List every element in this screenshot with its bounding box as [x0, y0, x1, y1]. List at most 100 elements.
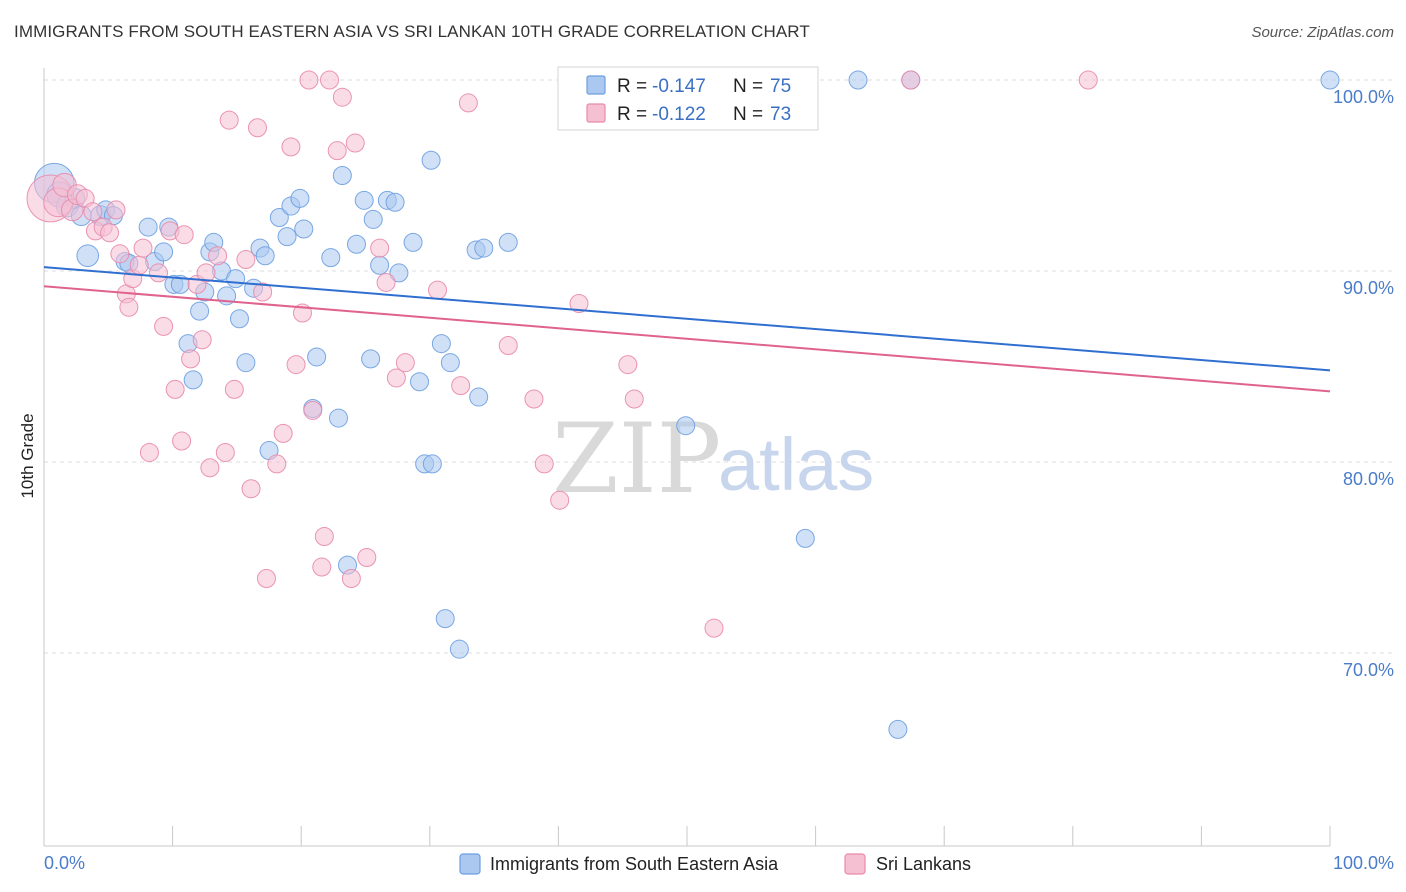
blue-point-52[interactable]	[410, 372, 430, 392]
blue-point-62[interactable]	[498, 232, 518, 252]
blue-point-27[interactable]	[236, 353, 256, 373]
pink-point-55[interactable]	[386, 368, 406, 388]
blue-point-35[interactable]	[290, 188, 310, 208]
pink-point-37[interactable]	[256, 569, 276, 589]
pink-point-6[interactable]	[83, 202, 103, 222]
blue-point-51[interactable]	[403, 232, 423, 252]
pink-point-16[interactable]	[133, 238, 153, 258]
pink-point-65[interactable]	[618, 355, 638, 375]
blue-point-5[interactable]	[76, 244, 100, 268]
pink-point-38[interactable]	[267, 454, 287, 474]
pink-point-41[interactable]	[286, 355, 306, 375]
pink-point-15[interactable]	[129, 255, 149, 275]
blue-point-56[interactable]	[440, 353, 460, 373]
pink-point-22[interactable]	[172, 431, 192, 451]
blue-point-18[interactable]	[183, 370, 203, 390]
blue-point-47[interactable]	[370, 255, 390, 275]
blue-point-43[interactable]	[346, 234, 366, 254]
pink-point-45[interactable]	[312, 557, 332, 577]
blue-point-11[interactable]	[138, 217, 158, 237]
blue-point-45[interactable]	[363, 209, 383, 229]
pink-point-11[interactable]	[110, 244, 130, 264]
blue-point-25[interactable]	[226, 269, 246, 289]
pink-point-21[interactable]	[165, 379, 185, 399]
pink-point-19[interactable]	[154, 316, 174, 336]
blue-point-54[interactable]	[422, 454, 442, 474]
blue-point-40[interactable]	[328, 408, 348, 428]
blue-point-13[interactable]	[154, 242, 174, 262]
pink-point-49[interactable]	[332, 87, 352, 107]
blue-point-57[interactable]	[435, 609, 455, 629]
pink-point-44[interactable]	[303, 400, 323, 420]
blue-point-58[interactable]	[449, 639, 469, 659]
pink-point-18[interactable]	[148, 263, 168, 283]
legend-pink-label[interactable]: Sri Lankans	[876, 854, 971, 874]
pink-point-62[interactable]	[534, 454, 554, 474]
pink-point-69[interactable]	[1078, 70, 1098, 90]
blue-point-37[interactable]	[307, 347, 327, 367]
blue-point-69[interactable]	[888, 719, 908, 739]
pink-point-60[interactable]	[498, 335, 518, 355]
pink-point-66[interactable]	[624, 389, 644, 409]
pink-point-40[interactable]	[281, 137, 301, 157]
pink-point-53[interactable]	[370, 238, 390, 258]
pink-point-26[interactable]	[192, 330, 212, 350]
pink-point-54[interactable]	[376, 272, 396, 292]
blue-point-30[interactable]	[255, 246, 275, 266]
blue-point-19[interactable]	[190, 301, 210, 321]
blue-point-63[interactable]	[421, 150, 441, 170]
blue-point-49[interactable]	[385, 192, 405, 212]
pink-point-31[interactable]	[219, 110, 239, 130]
pink-point-43[interactable]	[299, 70, 319, 90]
pink-point-34[interactable]	[241, 479, 261, 499]
source-attribution[interactable]: Source: ZipAtlas.com	[1251, 24, 1394, 41]
blue-point-65[interactable]	[676, 416, 696, 436]
blue-point-41[interactable]	[332, 166, 352, 185]
pink-point-13[interactable]	[119, 297, 139, 317]
pink-point-10[interactable]	[106, 200, 126, 220]
pink-point-17[interactable]	[139, 442, 159, 462]
pink-point-9[interactable]	[100, 223, 120, 243]
pink-point-48[interactable]	[327, 141, 347, 161]
blue-point-46[interactable]	[361, 349, 381, 369]
blue-point-33[interactable]	[277, 227, 297, 247]
blue-point-26[interactable]	[229, 309, 249, 329]
pink-point-39[interactable]	[273, 423, 293, 443]
legend-blue-label[interactable]: Immigrants from South Eastern Asia	[490, 854, 779, 874]
pink-point-32[interactable]	[224, 379, 244, 399]
legend-blue-swatch[interactable]	[459, 853, 481, 875]
pink-point-27[interactable]	[196, 263, 216, 283]
blue-point-44[interactable]	[354, 190, 374, 210]
blue-point-70[interactable]	[1320, 70, 1340, 90]
pink-point-51[interactable]	[345, 133, 365, 153]
pink-point-23[interactable]	[174, 225, 194, 245]
pink-point-47[interactable]	[319, 70, 339, 90]
pink-point-52[interactable]	[357, 548, 377, 567]
blue-point-50[interactable]	[389, 263, 409, 283]
blue-point-66[interactable]	[795, 528, 815, 548]
blue-point-39[interactable]	[321, 248, 341, 268]
blue-point-59[interactable]	[469, 387, 489, 407]
pink-point-67[interactable]	[704, 618, 724, 638]
pink-point-35[interactable]	[247, 118, 267, 138]
blue-point-61[interactable]	[474, 238, 494, 258]
pink-point-57[interactable]	[428, 280, 448, 300]
blue-point-32[interactable]	[269, 208, 289, 228]
pink-point-61[interactable]	[524, 389, 544, 409]
pink-point-63[interactable]	[550, 490, 570, 510]
pink-point-59[interactable]	[458, 93, 478, 113]
pink-point-64[interactable]	[569, 293, 589, 313]
pink-point-58[interactable]	[451, 376, 471, 396]
pink-point-24[interactable]	[181, 349, 201, 369]
blue-point-55[interactable]	[431, 334, 451, 354]
pink-point-56[interactable]	[395, 353, 415, 373]
pink-point-68[interactable]	[901, 70, 921, 90]
pink-point-33[interactable]	[236, 250, 256, 270]
pink-point-30[interactable]	[215, 442, 235, 462]
blue-point-67[interactable]	[848, 70, 868, 90]
pink-point-29[interactable]	[208, 246, 228, 266]
legend-pink-swatch[interactable]	[844, 853, 866, 875]
pink-point-36[interactable]	[253, 282, 273, 302]
pink-point-28[interactable]	[200, 458, 220, 478]
blue-point-36[interactable]	[294, 219, 314, 239]
